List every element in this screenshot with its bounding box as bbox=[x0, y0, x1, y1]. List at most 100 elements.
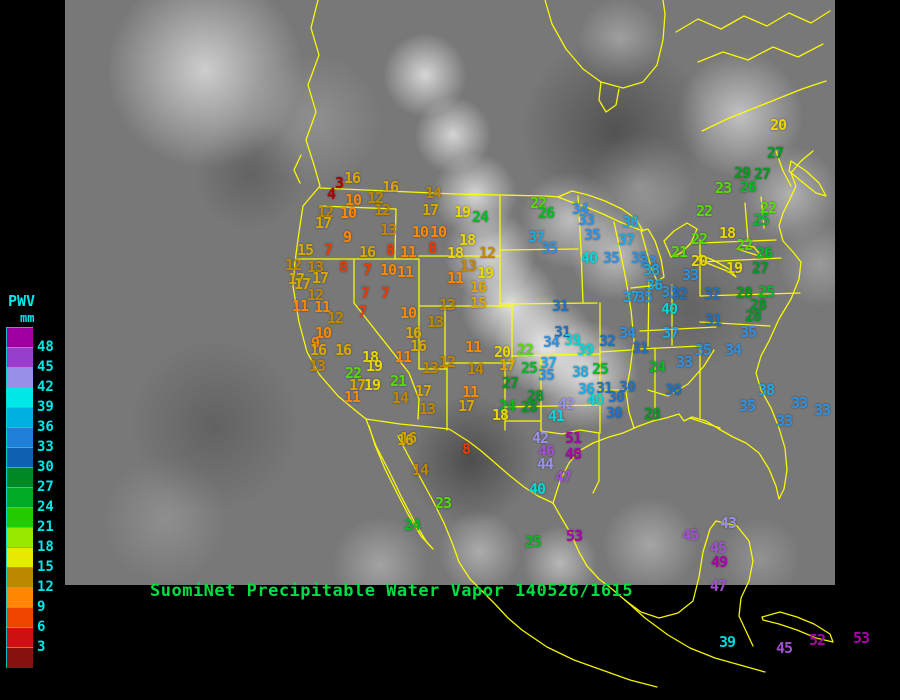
station-value: 35 bbox=[583, 226, 601, 244]
station-value: 22 bbox=[695, 202, 713, 220]
station-value: 33 bbox=[639, 253, 657, 271]
station-value: 17 bbox=[421, 201, 439, 219]
station-value: 11 bbox=[394, 348, 412, 366]
station-value: 13 bbox=[459, 257, 477, 275]
station-value: 32 bbox=[670, 285, 688, 303]
station-value: 31 bbox=[551, 297, 569, 315]
lake-erie bbox=[696, 254, 737, 278]
station-value: 8 bbox=[338, 258, 348, 276]
station-value: 7 bbox=[357, 303, 367, 321]
station-value: 33 bbox=[775, 412, 793, 430]
legend-unit: mm bbox=[20, 311, 35, 325]
station-value: 30 bbox=[607, 388, 625, 406]
lake-ontario bbox=[736, 244, 763, 258]
station-value: 37 bbox=[617, 231, 635, 249]
legend-row: 9 bbox=[6, 587, 76, 615]
station-value: 46 bbox=[537, 442, 555, 460]
station-value: 16 bbox=[396, 431, 414, 449]
legend-label: 6 bbox=[37, 619, 46, 635]
legend-swatch bbox=[6, 587, 33, 608]
legend-row: 27 bbox=[6, 467, 76, 495]
station-value: 34 bbox=[571, 200, 589, 218]
st-lawrence bbox=[701, 80, 827, 132]
canadian-arctic-coast bbox=[675, 10, 831, 33]
station-value: 12 bbox=[284, 256, 302, 274]
legend-swatch bbox=[6, 427, 33, 448]
station-value: 40 bbox=[586, 391, 604, 409]
station-value: 9 bbox=[310, 334, 320, 352]
station-value: 30 bbox=[605, 404, 623, 422]
station-value: 19 bbox=[453, 203, 471, 221]
satellite-image bbox=[65, 0, 835, 585]
legend-swatch bbox=[6, 367, 33, 388]
station-value: 31 bbox=[595, 379, 613, 397]
legend-label: 33 bbox=[37, 439, 54, 455]
station-value: 18 bbox=[491, 406, 509, 424]
station-value: 7 bbox=[360, 284, 370, 302]
station-value: 17 bbox=[287, 270, 305, 288]
legend-label: 30 bbox=[37, 459, 54, 475]
station-value: 17 bbox=[457, 397, 475, 415]
hudson-bay bbox=[544, 0, 666, 89]
station-value: 16 bbox=[409, 337, 427, 355]
station-value: 18 bbox=[458, 231, 476, 249]
legend-label: 18 bbox=[37, 539, 54, 555]
legend-label: 24 bbox=[37, 499, 54, 515]
station-value: 12 bbox=[366, 189, 384, 207]
station-value: 28 bbox=[520, 398, 538, 416]
station-value: 20 bbox=[493, 343, 511, 361]
legend-swatch bbox=[6, 647, 33, 668]
station-value: 25 bbox=[752, 211, 770, 229]
station-value: 33 bbox=[813, 401, 831, 419]
station-value: 28 bbox=[643, 405, 661, 423]
legend-label: 21 bbox=[37, 519, 54, 535]
station-value: 16 bbox=[469, 278, 487, 296]
station-value: 7 bbox=[380, 284, 390, 302]
station-value: 10 bbox=[411, 223, 429, 241]
station-value: 30 bbox=[618, 378, 636, 396]
station-value: 18 bbox=[446, 244, 464, 262]
station-value: 31 bbox=[631, 339, 649, 357]
station-value: 16 bbox=[334, 341, 352, 359]
station-value: 22 bbox=[759, 199, 777, 217]
station-value: 13 bbox=[438, 296, 456, 314]
cuba bbox=[761, 611, 834, 643]
station-value: 38 bbox=[621, 213, 639, 231]
station-value: 33 bbox=[577, 211, 595, 229]
station-value: 26 bbox=[755, 244, 773, 262]
station-value: 22 bbox=[529, 194, 547, 212]
station-value: 29 bbox=[733, 164, 751, 182]
station-value: 14 bbox=[466, 360, 484, 378]
station-value: 22 bbox=[690, 230, 708, 248]
legend-label: 48 bbox=[37, 339, 54, 355]
station-value: 35 bbox=[635, 288, 653, 306]
station-value: 30 bbox=[664, 381, 682, 399]
station-value: 36 bbox=[577, 380, 595, 398]
legend-swatch bbox=[6, 487, 33, 508]
station-value: 32 bbox=[598, 332, 616, 350]
station-value: 24 bbox=[471, 208, 489, 226]
station-value: 42 bbox=[557, 395, 575, 413]
mexico-west-coast bbox=[397, 435, 658, 688]
station-value: 45 bbox=[709, 539, 727, 557]
station-value: 33 bbox=[681, 266, 699, 284]
us-mexico-border bbox=[365, 418, 554, 504]
station-value: 19 bbox=[725, 259, 743, 277]
station-value: 32 bbox=[703, 285, 721, 303]
station-value: 37 bbox=[539, 354, 557, 372]
station-value: 49 bbox=[710, 553, 728, 571]
station-value: 11 bbox=[343, 388, 361, 406]
station-value: 35 bbox=[630, 249, 648, 267]
station-value: 12 bbox=[306, 286, 324, 304]
station-value: 13 bbox=[426, 313, 444, 331]
station-value: 11 bbox=[399, 243, 417, 261]
station-value: 40 bbox=[528, 480, 546, 498]
station-value: 33 bbox=[660, 283, 678, 301]
station-value: 38 bbox=[757, 381, 775, 399]
legend-swatch bbox=[6, 387, 33, 408]
canada-border bbox=[319, 187, 561, 198]
station-value: 40 bbox=[580, 249, 598, 267]
station-value: 19 bbox=[363, 376, 381, 394]
station-value: 43 bbox=[719, 514, 737, 532]
